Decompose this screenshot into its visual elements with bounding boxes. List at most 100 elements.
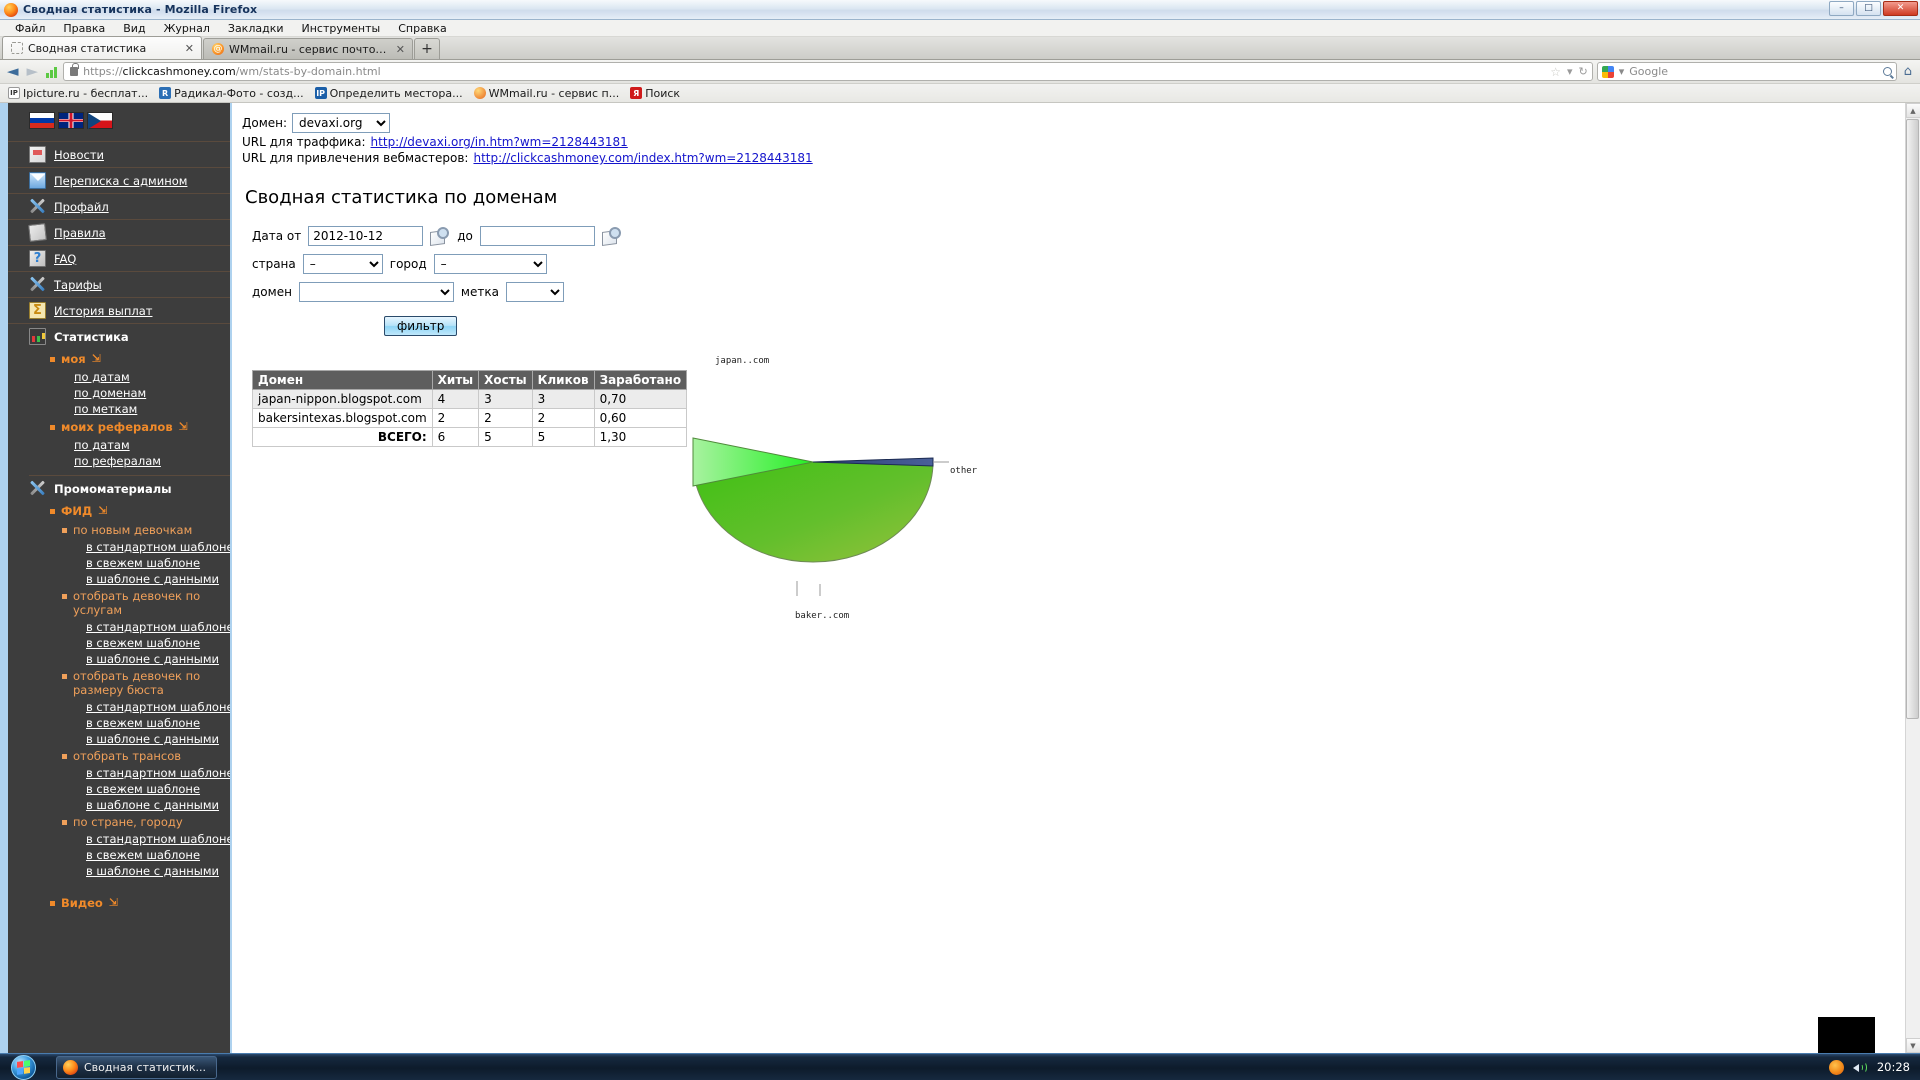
menu-edit[interactable]: Правка [63,21,106,35]
sidebar-item-news[interactable]: Новости [8,141,230,167]
signal-bars-icon[interactable] [46,66,58,78]
scroll-down-arrow-icon[interactable]: ▼ [1905,1038,1920,1053]
sidebar-group-my-stats[interactable]: моя ⇲ [8,349,230,369]
cell-total-hosts: 5 [478,427,533,447]
chevron-down-icon[interactable]: ▾ [1618,65,1625,78]
sidebar-group-fid[interactable]: ФИД ⇲ [8,501,230,521]
sidebar-item-profile[interactable]: Профайл [8,193,230,219]
webmaster-url-link[interactable]: http://clickcashmoney.com/index.htm?wm=2… [473,151,813,165]
bookmark-ipicture[interactable]: IP Ipicture.ru - бесплат... [4,87,152,100]
new-tab-button[interactable]: + [414,38,440,59]
tag-select[interactable] [505,282,564,302]
country-select[interactable]: – [302,254,383,274]
sidebar-item-tariffs[interactable]: Тарифы [8,271,230,297]
search-icon[interactable] [1882,67,1892,76]
radikal-icon: R [159,87,172,99]
sidebar-link-my-by-date[interactable]: по датам [8,369,230,385]
sidebar-subgroup-new-girls[interactable]: по новым девочкам [8,521,230,539]
bookmark-locate[interactable]: IP Определить местора... [311,87,467,100]
close-button[interactable]: ✕ [1883,1,1918,16]
city-select[interactable]: – [433,254,547,274]
bookmark-radikal[interactable]: R Радикал-Фото - созд... [155,87,308,100]
forward-arrow-icon[interactable]: ► [26,62,39,80]
sidebar-subgroup-girls-by-bust[interactable]: отобрать девочек по размеру бюста [8,667,218,699]
maximize-button[interactable]: □ [1856,1,1881,16]
sidebar-link-standard-template[interactable]: в стандартном шаблоне [8,765,230,781]
sidebar-link-template-with-data[interactable]: в шаблоне с данными [8,651,230,667]
sidebar-link-fresh-template[interactable]: в свежем шаблоне [8,555,230,571]
volume-icon[interactable] [1852,1061,1868,1074]
link-label: по доменам [74,386,147,400]
reload-icon[interactable]: ↻ [1578,65,1588,78]
scrollbar-thumb[interactable] [1906,119,1919,719]
sidebar-link-fresh-template[interactable]: в свежем шаблоне [8,715,230,731]
home-icon[interactable]: ⌂ [1903,64,1912,79]
flag-ru-icon[interactable] [29,112,55,129]
sidebar-link-ref-by-date[interactable]: по датам [8,437,230,453]
menu-history[interactable]: Журнал [163,21,210,35]
sidebar-item-payment-history[interactable]: История выплат [8,297,230,323]
sidebar-item-rules[interactable]: Правила [8,219,230,245]
tab-close-icon[interactable]: ✕ [395,42,405,56]
column-header-domain[interactable]: Домен [252,370,433,390]
page-scrollbar[interactable]: ▲ ▼ [1905,103,1920,1053]
bookmark-poisk[interactable]: Я Поиск [626,87,684,100]
bookmark-star-icon[interactable]: ☆ [1550,64,1561,79]
flag-uk-icon[interactable] [58,112,84,129]
domain-filter-select[interactable] [298,282,454,302]
sidebar-link-template-with-data[interactable]: в шаблоне с данными [8,863,230,879]
flag-cz-icon[interactable] [87,112,113,129]
traffic-url-link[interactable]: http://devaxi.org/in.htm?wm=2128443181 [370,135,628,149]
domain-select[interactable]: devaxi.org [292,113,391,133]
sidebar-link-standard-template[interactable]: в стандартном шаблоне [8,699,230,715]
taskbar-item-firefox[interactable]: Сводная статистик... [56,1055,218,1079]
scroll-up-arrow-icon[interactable]: ▲ [1905,103,1920,118]
sidebar-link-ref-by-referral[interactable]: по рефералам [8,453,230,469]
sidebar-link-template-with-data[interactable]: в шаблоне с данными [8,731,230,747]
back-arrow-icon[interactable]: ◄ [7,62,19,80]
url-bar[interactable]: https://clickcashmoney.com/wm/stats-by-d… [63,62,1593,81]
calendar-icon[interactable] [430,227,450,245]
calendar-icon[interactable] [602,227,622,245]
sidebar-link-standard-template[interactable]: в стандартном шаблоне [8,539,230,555]
table-header-row: Домен Хиты Хосты Кликов Заработано [252,370,688,390]
start-button[interactable] [2,1054,44,1080]
filter-submit-button[interactable]: фильтр [384,316,458,336]
sidebar-subgroup-girls-by-services[interactable]: отобрать девочек по услугам [8,587,230,619]
chevron-down-icon[interactable]: ▾ [1566,65,1573,78]
tab-close-icon[interactable]: ✕ [184,41,194,55]
column-header-clicks[interactable]: Кликов [531,370,595,390]
sidebar-link-template-with-data[interactable]: в шаблоне с данными [8,571,230,587]
menu-file[interactable]: Файл [15,21,46,35]
sidebar-link-template-with-data[interactable]: в шаблоне с данными [8,797,230,813]
sidebar-subgroup-by-country-city[interactable]: по стране, городу [8,813,230,831]
sidebar-link-standard-template[interactable]: в стандартном шаблоне [8,831,230,847]
sidebar-link-my-by-domain[interactable]: по доменам [8,385,230,401]
sidebar-link-fresh-template[interactable]: в свежем шаблоне [8,635,230,651]
sidebar-link-my-by-tag[interactable]: по меткам [8,401,230,417]
column-header-hits[interactable]: Хиты [431,370,480,390]
sidebar-link-fresh-template[interactable]: в свежем шаблоне [8,781,230,797]
menu-tools[interactable]: Инструменты [301,21,381,35]
sidebar-subgroup-trans[interactable]: отобрать трансов [8,747,230,765]
sidebar-group-referral-stats[interactable]: моих рефералов ⇲ [8,417,230,437]
column-header-earned[interactable]: Заработано [593,370,688,390]
url-text: https://clickcashmoney.com/wm/stats-by-d… [83,65,381,78]
bookmark-wmmail[interactable]: WMmail.ru - сервис п... [470,87,624,100]
tab-wmmail[interactable]: WMmail.ru - сервис почтовых рассылок... … [203,38,413,59]
sidebar-item-admin-correspondence[interactable]: Переписка с админом [8,167,230,193]
date-from-input[interactable] [308,226,424,246]
sidebar-link-fresh-template[interactable]: в свежем шаблоне [8,847,230,863]
menu-help[interactable]: Справка [398,21,447,35]
search-bar[interactable]: ▾ Google [1596,62,1897,81]
minimize-button[interactable]: – [1829,1,1854,16]
menu-view[interactable]: Вид [123,21,146,35]
tab-summary-statistics[interactable]: Сводная статистика ✕ [2,36,202,59]
date-to-input[interactable] [479,226,595,246]
sidebar-item-faq[interactable]: FAQ [8,245,230,271]
sidebar-group-video[interactable]: Видео ⇲ [8,893,230,913]
menu-bookmarks[interactable]: Закладки [227,21,284,35]
column-header-hosts[interactable]: Хосты [478,370,533,390]
firefox-tray-icon[interactable] [1828,1059,1844,1075]
sidebar-link-standard-template[interactable]: в стандартном шаблоне [8,619,230,635]
